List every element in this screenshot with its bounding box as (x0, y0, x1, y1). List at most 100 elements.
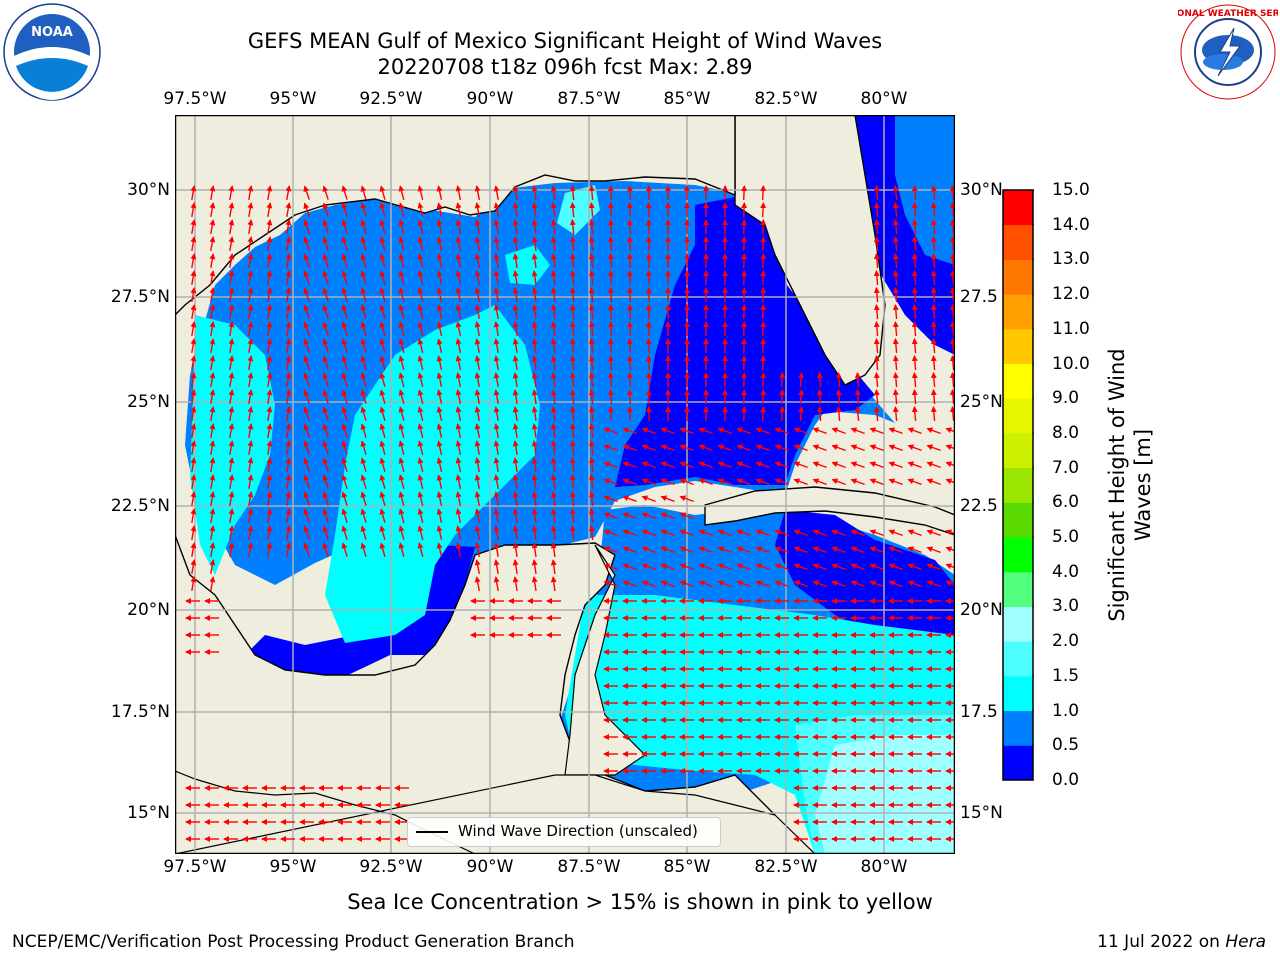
wave-direction-arrow (660, 444, 675, 452)
wave-direction-arrow (322, 423, 329, 438)
wave-direction-arrow (455, 236, 462, 252)
wave-direction-arrow (645, 338, 652, 354)
wave-direction-arrow (247, 219, 254, 235)
wave-direction-arrow (926, 580, 941, 588)
wave-direction-arrow (398, 355, 405, 370)
wave-direction-arrow (774, 461, 789, 469)
colorbar-label: Significant Height of Wind Waves [m] (1105, 348, 1155, 622)
wave-direction-arrow (622, 461, 637, 469)
wave-direction-arrow (303, 491, 310, 506)
wave-direction-arrow (588, 457, 595, 473)
wave-direction-arrow (417, 287, 424, 302)
wave-direction-arrow (512, 287, 519, 303)
wave-direction-arrow (379, 457, 386, 472)
wave-direction-arrow (512, 253, 519, 269)
colorbar-segment (1003, 467, 1033, 503)
wave-direction-arrow (360, 406, 367, 421)
wave-direction-arrow (190, 372, 197, 388)
wave-direction-arrow (228, 355, 235, 371)
wave-direction-arrow (417, 304, 424, 319)
wave-direction-arrow (641, 444, 656, 452)
wave-direction-arrow (911, 270, 918, 286)
wave-direction-arrow (869, 580, 884, 588)
wave-direction-arrow (322, 474, 329, 489)
wave-direction-arrow (379, 321, 386, 336)
wave-direction-arrow (550, 287, 557, 302)
legend-text: Wind Wave Direction (unscaled) (458, 822, 698, 840)
wave-direction-arrow (911, 389, 918, 405)
wave-direction-arrow (474, 253, 481, 269)
noaa-logo: NOAA (3, 3, 101, 101)
colorbar-tick-label: 0.0 (1052, 770, 1080, 790)
wave-direction-arrow (531, 253, 538, 269)
wave-direction-arrow (945, 461, 955, 468)
wave-direction-arrow (588, 474, 595, 490)
wave-direction-arrow (209, 457, 216, 473)
wave-direction-arrow (303, 202, 310, 217)
wave-direction-arrow (228, 508, 235, 524)
florida-land (734, 115, 886, 386)
wave-direction-arrow (588, 355, 595, 371)
wave-direction-arrow (774, 478, 789, 486)
wave-direction-arrow (588, 440, 595, 456)
wave-direction-arrow (436, 253, 443, 268)
wave-direction-arrow (888, 444, 903, 452)
wave-direction-arrow (930, 372, 937, 388)
wave-direction-arrow (741, 406, 748, 422)
wave-direction-arrow (322, 355, 329, 370)
top-lon-label: 92.5°W (359, 89, 423, 109)
wave-direction-arrow (717, 580, 732, 588)
wave-direction-arrow (793, 444, 808, 452)
wave-direction-arrow (322, 372, 329, 387)
wave-direction-arrow (285, 236, 292, 252)
wave-direction-arrow (888, 563, 903, 571)
wave-direction-arrow (779, 389, 786, 405)
colorbar-tick-label: 11.0 (1052, 318, 1090, 339)
colorbar-segment (1003, 606, 1033, 642)
wave-direction-arrow (626, 287, 633, 303)
wave-direction-arrow (873, 406, 880, 422)
wave-direction-arrow (531, 491, 538, 507)
wave-direction-arrow (398, 406, 405, 421)
wave-direction-arrow (285, 389, 292, 405)
wave-direction-arrow (417, 542, 424, 557)
wind-wave-vectors (185, 185, 955, 842)
wave-direction-arrow (949, 287, 955, 303)
wave-direction-arrow (341, 287, 348, 302)
wave-direction-arrow (322, 270, 329, 285)
wave-direction-arrow (793, 546, 808, 554)
wave-direction-arrow (228, 253, 235, 269)
colorbar-segment (1003, 641, 1033, 677)
wave-direction-arrow (303, 440, 310, 455)
wave-direction-arrow (474, 457, 481, 473)
wave-direction-arrow (512, 508, 519, 524)
wave-direction-arrow (603, 580, 618, 588)
wave-direction-arrow (741, 185, 748, 201)
wave-direction-arrow (660, 512, 675, 520)
wave-direction-arrow (569, 440, 576, 456)
wave-direction-arrow (588, 389, 595, 405)
wave-direction-arrow (741, 219, 748, 235)
wave-direction-arrow (760, 338, 767, 354)
wave-direction-arrow (436, 321, 443, 336)
wave-direction-arrow (285, 406, 292, 422)
wave-direction-arrow (888, 427, 903, 435)
wave-direction-arrow (266, 542, 273, 558)
wave-direction-arrow (531, 559, 538, 575)
wave-direction-arrow (760, 219, 767, 235)
wave-direction-arrow (835, 406, 842, 422)
wave-direction-arrow (911, 372, 918, 388)
wave-direction-arrow (531, 355, 538, 371)
wave-direction-arrow (209, 474, 216, 490)
wave-direction-arrow (531, 321, 538, 337)
wave-direction-arrow (930, 338, 937, 354)
wave-direction-arrow (622, 478, 637, 486)
wave-direction-arrow (930, 287, 937, 303)
wave-direction-arrow (512, 321, 519, 337)
wave-direction-arrow (209, 202, 216, 218)
wave-direction-arrow (341, 202, 348, 217)
wave-direction-arrow (626, 321, 633, 337)
wave-direction-arrow (228, 270, 235, 286)
wave-direction-arrow (398, 508, 405, 523)
wave-direction-arrow (247, 389, 254, 405)
